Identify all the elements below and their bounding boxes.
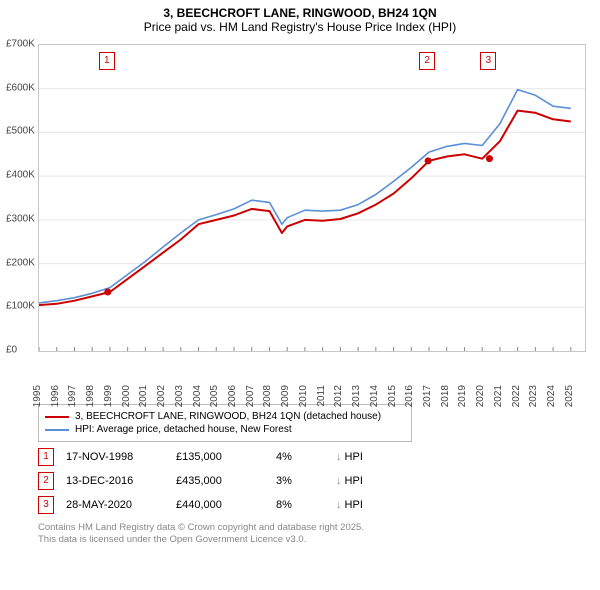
x-axis-label: 2006 [227, 385, 238, 407]
footer-attribution: Contains HM Land Registry data © Crown c… [38, 522, 592, 547]
chart-svg [39, 45, 585, 351]
x-axis-label: 2024 [546, 385, 557, 407]
sale-marker: 2 [419, 52, 435, 70]
legend-item: 3, BEECHCROFT LANE, RINGWOOD, BH24 1QN (… [45, 411, 405, 422]
arrow-down-icon: ↓ [336, 475, 342, 487]
y-axis-label: £600K [6, 82, 42, 93]
plot-region [38, 44, 586, 352]
x-axis-label: 2000 [121, 385, 132, 407]
sale-cmp: ↓ HPI [336, 499, 456, 511]
chart-container: 3, BEECHCROFT LANE, RINGWOOD, BH24 1QN P… [0, 0, 600, 590]
sale-date: 13-DEC-2016 [66, 475, 176, 487]
x-axis-label: 2015 [387, 385, 398, 407]
x-axis-label: 2007 [245, 385, 256, 407]
x-axis-label: 2011 [316, 385, 327, 407]
x-axis-label: 2016 [404, 385, 415, 407]
legend-swatch [45, 416, 69, 418]
legend-item: HPI: Average price, detached house, New … [45, 424, 405, 435]
x-axis-label: 2014 [369, 385, 380, 407]
chart-titles: 3, BEECHCROFT LANE, RINGWOOD, BH24 1QN P… [8, 6, 592, 34]
x-axis-label: 2017 [422, 385, 433, 407]
x-axis-label: 2008 [262, 385, 273, 407]
legend-label: HPI: Average price, detached house, New … [75, 424, 292, 435]
x-axis-label: 2010 [298, 385, 309, 407]
footer-line2: This data is licensed under the Open Gov… [38, 534, 592, 546]
sale-date: 17-NOV-1998 [66, 451, 176, 463]
x-axis-label: 2002 [156, 385, 167, 407]
x-axis-label: 2009 [280, 385, 291, 407]
y-axis-label: £100K [6, 301, 42, 312]
chart-subtitle: Price paid vs. HM Land Registry's House … [8, 20, 592, 34]
footer-line1: Contains HM Land Registry data © Crown c… [38, 522, 592, 534]
x-axis-label: 2019 [457, 385, 468, 407]
sale-pct: 3% [276, 475, 336, 487]
x-axis-label: 1997 [67, 385, 78, 407]
sale-pct: 4% [276, 451, 336, 463]
sale-row: 3 28-MAY-2020£440,0008%↓ HPI [38, 496, 468, 514]
sales-table: 117-NOV-1998£135,0004%↓ HPI213-DEC-2016£… [38, 448, 468, 514]
y-axis-label: £400K [6, 170, 42, 181]
x-axis-label: 2020 [475, 385, 486, 407]
x-axis-label: 2023 [528, 385, 539, 407]
sale-index: 1 [38, 448, 54, 466]
y-axis-label: £300K [6, 213, 42, 224]
sale-price: £435,000 [176, 475, 276, 487]
x-axis-label: 2022 [511, 385, 522, 407]
x-axis-label: 2013 [351, 385, 362, 407]
x-axis-label: 1995 [32, 385, 43, 407]
sale-cmp: ↓ HPI [336, 475, 456, 487]
x-axis-label: 2012 [333, 385, 344, 407]
legend-swatch [45, 429, 69, 431]
y-axis-label: £200K [6, 257, 42, 268]
arrow-down-icon: ↓ [336, 451, 342, 463]
x-axis-label: 2001 [138, 385, 149, 407]
sale-index: 2 [38, 472, 54, 490]
x-axis-label: 2004 [192, 385, 203, 407]
sale-row: 2 13-DEC-2016£435,0003%↓ HPI [38, 472, 468, 490]
x-axis-label: 1998 [85, 385, 96, 407]
sale-marker: 1 [99, 52, 115, 70]
sale-cmp: ↓ HPI [336, 451, 456, 463]
x-axis-label: 1999 [103, 385, 114, 407]
y-axis-label: £700K [6, 39, 42, 50]
sale-marker: 3 [480, 52, 496, 70]
legend-label: 3, BEECHCROFT LANE, RINGWOOD, BH24 1QN (… [75, 411, 381, 422]
x-axis-label: 2003 [174, 385, 185, 407]
sale-price: £135,000 [176, 451, 276, 463]
x-axis-label: 2021 [493, 385, 504, 407]
chart-area: £0£100K£200K£300K£400K£500K£600K£700K199… [8, 38, 592, 398]
legend: 3, BEECHCROFT LANE, RINGWOOD, BH24 1QN (… [38, 404, 412, 442]
x-axis-label: 2005 [209, 385, 220, 407]
x-axis-label: 1996 [50, 385, 61, 407]
x-axis-label: 2018 [440, 385, 451, 407]
sale-row: 1 17-NOV-1998£135,0004%↓ HPI [38, 448, 468, 466]
sale-pct: 8% [276, 499, 336, 511]
sale-price: £440,000 [176, 499, 276, 511]
sale-index: 3 [38, 496, 54, 514]
arrow-down-icon: ↓ [336, 499, 342, 511]
sale-date: 28-MAY-2020 [66, 499, 176, 511]
y-axis-label: £0 [6, 345, 42, 356]
chart-title-address: 3, BEECHCROFT LANE, RINGWOOD, BH24 1QN [8, 6, 592, 20]
y-axis-label: £500K [6, 126, 42, 137]
x-axis-label: 2025 [564, 385, 575, 407]
